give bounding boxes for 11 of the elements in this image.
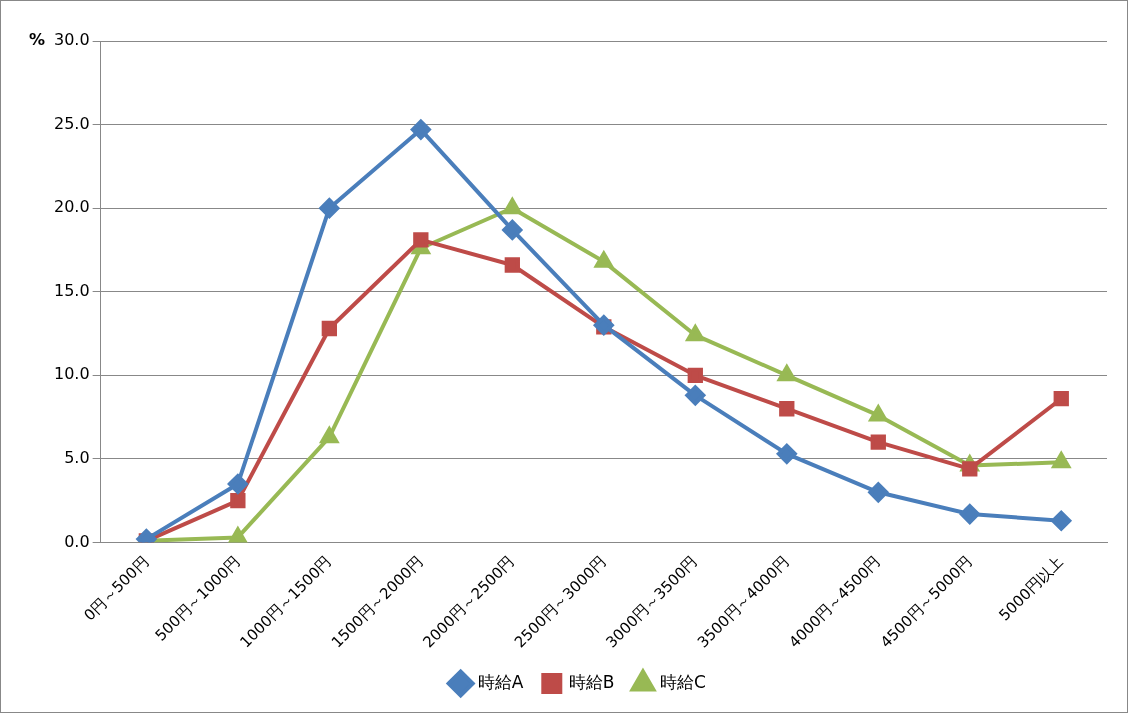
- y-tick-label: 10.0: [54, 364, 90, 384]
- legend-label: 時給B: [568, 671, 615, 692]
- y-axis-title: %: [29, 30, 46, 50]
- y-tick-label: 20.0: [54, 197, 90, 217]
- legend-label: 時給C: [659, 671, 706, 692]
- legend-label: 時給A: [477, 671, 524, 692]
- y-tick-label: 30.0: [54, 30, 90, 50]
- y-tick-label: 5.0: [64, 448, 90, 468]
- y-tick-label: 0.0: [64, 531, 90, 551]
- y-tick-label: 15.0: [54, 280, 90, 300]
- y-tick-label: 25.0: [54, 113, 90, 133]
